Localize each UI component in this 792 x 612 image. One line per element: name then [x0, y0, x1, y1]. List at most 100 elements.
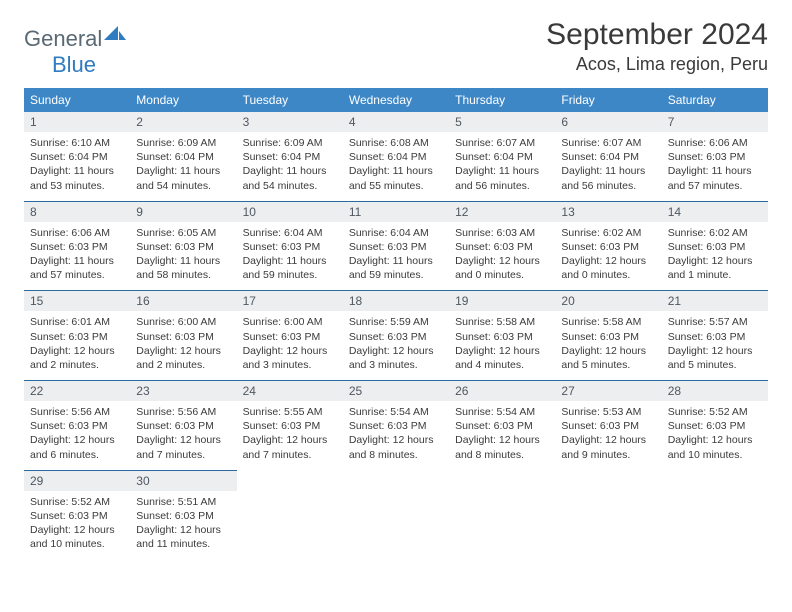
day-content: Sunrise: 6:03 AMSunset: 6:03 PMDaylight:…	[449, 222, 555, 291]
day-content: Sunrise: 5:54 AMSunset: 6:03 PMDaylight:…	[449, 401, 555, 470]
calendar-cell: 9Sunrise: 6:05 AMSunset: 6:03 PMDaylight…	[130, 201, 236, 291]
calendar-cell: 23Sunrise: 5:56 AMSunset: 6:03 PMDayligh…	[130, 380, 236, 470]
calendar-cell: 14Sunrise: 6:02 AMSunset: 6:03 PMDayligh…	[662, 201, 768, 291]
day-content: Sunrise: 6:02 AMSunset: 6:03 PMDaylight:…	[662, 222, 768, 291]
day-number: 9	[130, 201, 236, 222]
daylight-line: Daylight: 12 hours and 2 minutes.	[136, 344, 230, 372]
calendar-cell: 24Sunrise: 5:55 AMSunset: 6:03 PMDayligh…	[237, 380, 343, 470]
calendar-cell: 12Sunrise: 6:03 AMSunset: 6:03 PMDayligh…	[449, 201, 555, 291]
sunset-line: Sunset: 6:04 PM	[136, 150, 230, 164]
daylight-line: Daylight: 11 hours and 56 minutes.	[455, 164, 549, 192]
day-number: 24	[237, 380, 343, 401]
sunset-line: Sunset: 6:03 PM	[349, 419, 443, 433]
sunset-line: Sunset: 6:03 PM	[30, 509, 124, 523]
daylight-line: Daylight: 11 hours and 59 minutes.	[243, 254, 337, 282]
day-number: 7	[662, 112, 768, 132]
sunrise-line: Sunrise: 6:00 AM	[243, 315, 337, 329]
calendar-cell: 27Sunrise: 5:53 AMSunset: 6:03 PMDayligh…	[555, 380, 661, 470]
sunrise-line: Sunrise: 5:54 AM	[349, 405, 443, 419]
calendar-body: 1Sunrise: 6:10 AMSunset: 6:04 PMDaylight…	[24, 112, 768, 559]
weekday-header: Saturday	[662, 88, 768, 112]
day-number: 3	[237, 112, 343, 132]
sunset-line: Sunset: 6:03 PM	[668, 240, 762, 254]
day-number: 5	[449, 112, 555, 132]
daylight-line: Daylight: 12 hours and 8 minutes.	[349, 433, 443, 461]
daylight-line: Daylight: 11 hours and 57 minutes.	[30, 254, 124, 282]
calendar-cell: .	[662, 470, 768, 560]
daylight-line: Daylight: 12 hours and 5 minutes.	[668, 344, 762, 372]
calendar-cell: 15Sunrise: 6:01 AMSunset: 6:03 PMDayligh…	[24, 290, 130, 380]
day-content: Sunrise: 5:54 AMSunset: 6:03 PMDaylight:…	[343, 401, 449, 470]
sunset-line: Sunset: 6:03 PM	[243, 330, 337, 344]
sunset-line: Sunset: 6:03 PM	[243, 419, 337, 433]
day-content: Sunrise: 5:52 AMSunset: 6:03 PMDaylight:…	[24, 491, 130, 560]
sunrise-line: Sunrise: 6:02 AM	[668, 226, 762, 240]
sunrise-line: Sunrise: 6:07 AM	[561, 136, 655, 150]
calendar-cell: 21Sunrise: 5:57 AMSunset: 6:03 PMDayligh…	[662, 290, 768, 380]
logo-word2: Blue	[24, 52, 96, 77]
weekday-header: Tuesday	[237, 88, 343, 112]
sunrise-line: Sunrise: 5:57 AM	[668, 315, 762, 329]
day-number: 28	[662, 380, 768, 401]
calendar-cell: 19Sunrise: 5:58 AMSunset: 6:03 PMDayligh…	[449, 290, 555, 380]
sunrise-line: Sunrise: 6:04 AM	[243, 226, 337, 240]
day-content: Sunrise: 6:04 AMSunset: 6:03 PMDaylight:…	[237, 222, 343, 291]
day-content: Sunrise: 5:52 AMSunset: 6:03 PMDaylight:…	[662, 401, 768, 470]
logo: General Blue	[24, 18, 126, 78]
calendar-cell: 18Sunrise: 5:59 AMSunset: 6:03 PMDayligh…	[343, 290, 449, 380]
calendar-row: 1Sunrise: 6:10 AMSunset: 6:04 PMDaylight…	[24, 112, 768, 201]
day-number: 16	[130, 290, 236, 311]
header-bar: General Blue September 2024 Acos, Lima r…	[24, 18, 768, 78]
calendar-cell: 5Sunrise: 6:07 AMSunset: 6:04 PMDaylight…	[449, 112, 555, 201]
daylight-line: Daylight: 12 hours and 10 minutes.	[30, 523, 124, 551]
calendar-row: 22Sunrise: 5:56 AMSunset: 6:03 PMDayligh…	[24, 380, 768, 470]
day-number: 22	[24, 380, 130, 401]
day-content: Sunrise: 5:51 AMSunset: 6:03 PMDaylight:…	[130, 491, 236, 560]
sunrise-line: Sunrise: 5:52 AM	[668, 405, 762, 419]
calendar-cell: .	[555, 470, 661, 560]
daylight-line: Daylight: 12 hours and 7 minutes.	[243, 433, 337, 461]
sunset-line: Sunset: 6:04 PM	[30, 150, 124, 164]
sunrise-line: Sunrise: 5:58 AM	[455, 315, 549, 329]
sunset-line: Sunset: 6:03 PM	[455, 240, 549, 254]
sunrise-line: Sunrise: 6:00 AM	[136, 315, 230, 329]
calendar-row: 15Sunrise: 6:01 AMSunset: 6:03 PMDayligh…	[24, 290, 768, 380]
day-number: 26	[449, 380, 555, 401]
calendar-cell: .	[237, 470, 343, 560]
day-number: 27	[555, 380, 661, 401]
daylight-line: Daylight: 12 hours and 3 minutes.	[349, 344, 443, 372]
weekday-header: Friday	[555, 88, 661, 112]
day-number: 29	[24, 470, 130, 491]
sunrise-line: Sunrise: 6:03 AM	[455, 226, 549, 240]
day-number: 19	[449, 290, 555, 311]
day-content: Sunrise: 5:59 AMSunset: 6:03 PMDaylight:…	[343, 311, 449, 380]
sunset-line: Sunset: 6:03 PM	[136, 330, 230, 344]
weekday-header: Monday	[130, 88, 236, 112]
sunrise-line: Sunrise: 5:51 AM	[136, 495, 230, 509]
day-content: Sunrise: 6:06 AMSunset: 6:03 PMDaylight:…	[24, 222, 130, 291]
calendar-cell: 4Sunrise: 6:08 AMSunset: 6:04 PMDaylight…	[343, 112, 449, 201]
day-content: Sunrise: 6:00 AMSunset: 6:03 PMDaylight:…	[130, 311, 236, 380]
sunrise-line: Sunrise: 5:54 AM	[455, 405, 549, 419]
sunset-line: Sunset: 6:03 PM	[668, 419, 762, 433]
title-block: September 2024 Acos, Lima region, Peru	[546, 18, 768, 75]
calendar-head: SundayMondayTuesdayWednesdayThursdayFrid…	[24, 88, 768, 112]
sunrise-line: Sunrise: 6:02 AM	[561, 226, 655, 240]
day-content: Sunrise: 5:58 AMSunset: 6:03 PMDaylight:…	[555, 311, 661, 380]
sunset-line: Sunset: 6:04 PM	[455, 150, 549, 164]
day-content: Sunrise: 5:53 AMSunset: 6:03 PMDaylight:…	[555, 401, 661, 470]
calendar-cell: 16Sunrise: 6:00 AMSunset: 6:03 PMDayligh…	[130, 290, 236, 380]
sunset-line: Sunset: 6:03 PM	[349, 240, 443, 254]
day-number: 13	[555, 201, 661, 222]
day-number: 30	[130, 470, 236, 491]
logo-text: General Blue	[24, 24, 126, 78]
day-number: 25	[343, 380, 449, 401]
sunset-line: Sunset: 6:03 PM	[561, 419, 655, 433]
sunset-line: Sunset: 6:03 PM	[668, 330, 762, 344]
daylight-line: Daylight: 11 hours and 54 minutes.	[243, 164, 337, 192]
day-number: 23	[130, 380, 236, 401]
logo-word1: General	[24, 26, 102, 51]
calendar-row: 8Sunrise: 6:06 AMSunset: 6:03 PMDaylight…	[24, 201, 768, 291]
day-content: Sunrise: 6:08 AMSunset: 6:04 PMDaylight:…	[343, 132, 449, 201]
month-title: September 2024	[546, 18, 768, 52]
